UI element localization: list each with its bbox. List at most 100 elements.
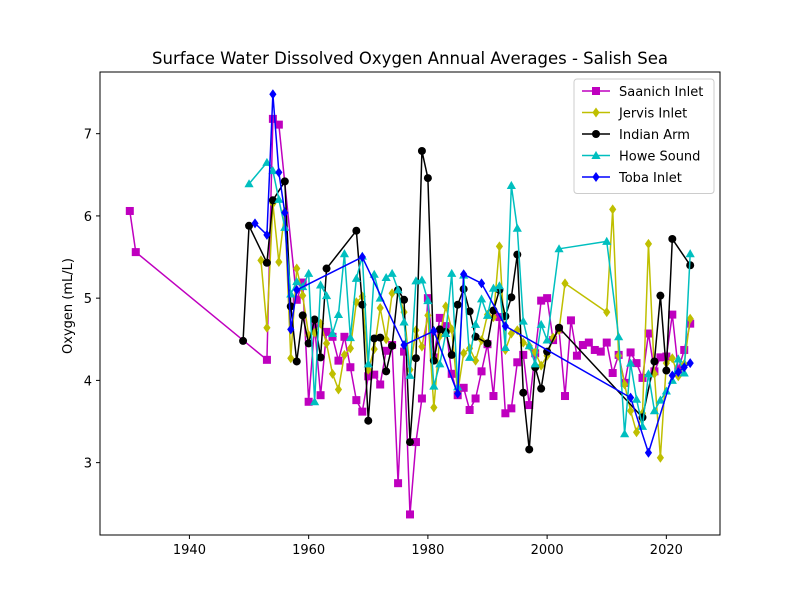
- y-tick-label: 5: [84, 292, 92, 307]
- data-point: [316, 353, 325, 362]
- data-point: [399, 317, 409, 326]
- data-point: [388, 341, 397, 350]
- data-point: [322, 264, 331, 273]
- data-point: [268, 166, 278, 175]
- data-point: [488, 283, 499, 292]
- data-point: [668, 234, 677, 243]
- series-indian-arm: [239, 146, 695, 454]
- data-point: [340, 332, 349, 341]
- plot-area: [125, 89, 695, 519]
- data-point: [382, 346, 391, 355]
- data-point: [315, 280, 326, 289]
- data-point: [507, 404, 516, 413]
- data-point: [561, 392, 569, 401]
- data-point: [566, 316, 575, 325]
- data-point: [668, 310, 677, 319]
- data-point: [322, 327, 331, 336]
- data-point: [334, 356, 343, 365]
- data-point: [334, 384, 343, 395]
- data-point: [430, 326, 438, 337]
- data-point: [686, 358, 694, 369]
- data-point: [453, 300, 462, 309]
- data-point: [668, 353, 676, 364]
- data-point: [590, 345, 599, 354]
- data-point: [477, 367, 486, 376]
- data-point: [352, 396, 361, 405]
- data-point: [376, 380, 385, 389]
- data-point: [393, 285, 403, 294]
- x-tick-label: 2000: [531, 543, 564, 558]
- data-point: [649, 406, 660, 415]
- data-point: [251, 218, 259, 229]
- data-point: [500, 342, 510, 351]
- data-point: [501, 312, 510, 321]
- legend-marker: [592, 130, 600, 138]
- data-point: [555, 323, 564, 332]
- data-point: [406, 438, 414, 447]
- data-point: [519, 388, 528, 397]
- data-point: [287, 353, 295, 364]
- legend-label: Toba Inlet: [618, 171, 682, 186]
- legend-item: Howe Sound: [582, 150, 700, 165]
- data-point: [602, 236, 612, 245]
- data-point: [400, 295, 409, 304]
- data-point: [680, 362, 688, 373]
- legend-item: Indian Arm: [582, 128, 690, 143]
- data-point: [352, 226, 361, 235]
- data-point: [525, 445, 534, 454]
- data-point: [537, 296, 546, 305]
- data-point: [293, 263, 301, 274]
- data-point: [530, 359, 540, 368]
- data-point: [339, 249, 350, 258]
- legend-item: Toba Inlet: [582, 171, 682, 186]
- data-point: [322, 338, 331, 349]
- data-point: [656, 452, 664, 463]
- data-point: [316, 391, 325, 400]
- data-point: [489, 392, 498, 401]
- legend-item: Saanich Inlet: [582, 85, 703, 100]
- data-point: [346, 363, 355, 372]
- data-point: [643, 369, 654, 378]
- data-point: [470, 319, 481, 328]
- data-point: [495, 241, 504, 252]
- data-point: [417, 394, 426, 403]
- data-point: [632, 359, 641, 368]
- data-point: [435, 359, 445, 368]
- data-point: [542, 335, 552, 344]
- data-point: [411, 438, 420, 447]
- data-point: [245, 221, 254, 230]
- chart-title: Surface Water Dissolved Oxygen Annual Av…: [152, 49, 668, 68]
- data-point: [370, 370, 379, 379]
- data-point: [679, 368, 689, 377]
- legend-marker: [592, 87, 600, 95]
- y-axis-label: Oxygen (mL/L): [61, 258, 76, 354]
- data-point: [352, 297, 360, 308]
- data-point: [387, 268, 397, 277]
- data-point: [429, 356, 438, 365]
- data-point: [435, 313, 444, 322]
- data-point: [506, 180, 516, 189]
- data-point: [423, 296, 433, 305]
- x-tick-label: 1960: [292, 543, 325, 558]
- data-point: [662, 366, 671, 375]
- x-tick-label: 1940: [173, 543, 206, 558]
- data-point: [370, 334, 379, 343]
- data-point: [345, 333, 355, 342]
- data-point: [507, 293, 516, 302]
- data-point: [626, 392, 635, 403]
- data-point: [638, 373, 647, 382]
- data-point: [454, 388, 462, 399]
- data-point: [608, 368, 617, 377]
- data-point: [292, 295, 301, 304]
- data-point: [351, 273, 361, 282]
- data-point: [656, 353, 665, 362]
- data-point: [543, 294, 552, 303]
- data-point: [501, 409, 510, 418]
- legend-marker: [592, 107, 600, 118]
- data-point: [680, 345, 689, 354]
- data-point: [304, 268, 314, 277]
- data-point: [298, 311, 307, 320]
- data-point: [655, 395, 665, 404]
- data-point: [632, 427, 641, 438]
- data-point: [602, 338, 611, 347]
